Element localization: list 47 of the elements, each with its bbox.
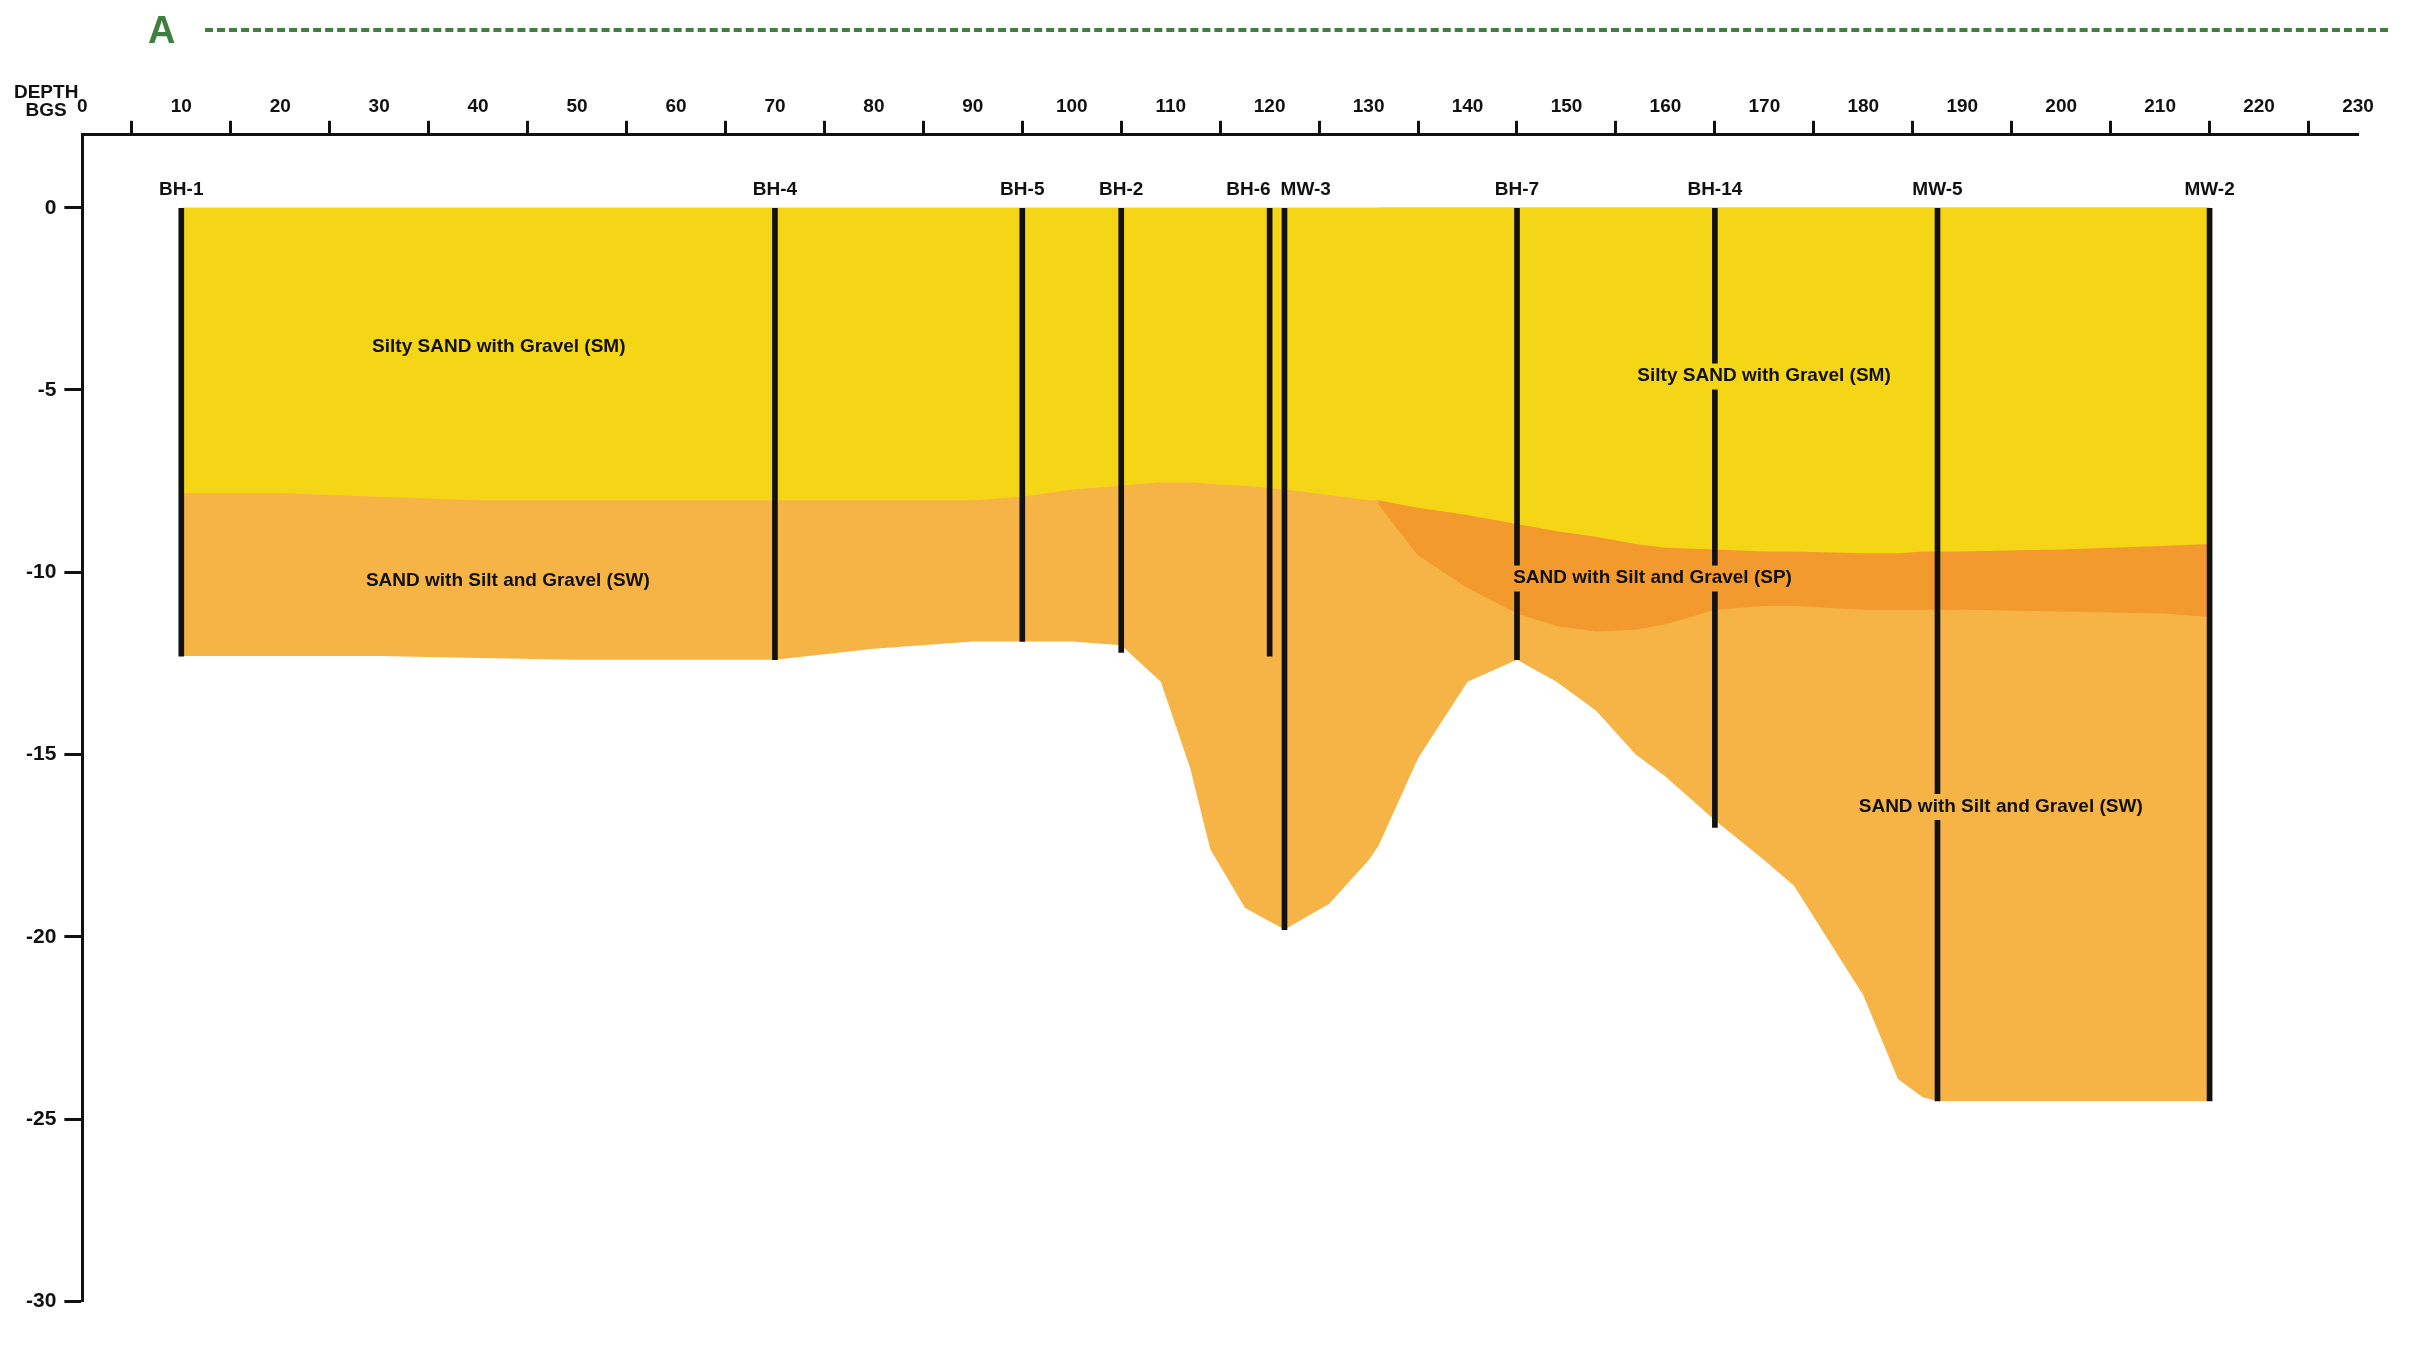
x-tick-label: 30 xyxy=(368,94,390,116)
annotation: SAND with Silt and Gravel (SP) xyxy=(1513,566,1792,588)
x-tick-label: 170 xyxy=(1748,94,1781,116)
x-tick-label: 210 xyxy=(2144,94,2176,116)
x-tick-label: 80 xyxy=(863,94,885,116)
x-tick-label: 20 xyxy=(269,94,291,116)
annotation: BH-4 xyxy=(752,178,798,200)
annotation: BH-6 xyxy=(1226,178,1271,200)
annotation: BH-1 xyxy=(159,178,204,200)
annotation: BH-14 xyxy=(1687,178,1743,200)
x-tick-label: 200 xyxy=(2045,94,2078,116)
annotation: BH-7 xyxy=(1494,178,1540,200)
x-tick-label: 50 xyxy=(566,94,588,116)
y-tick-label: 0 xyxy=(44,194,57,218)
x-tick-label: 40 xyxy=(467,94,489,116)
annotation: SAND with Silt and Gravel (SW) xyxy=(1858,794,2143,816)
y-tick-label: -25 xyxy=(25,1105,57,1129)
x-tick-label: 140 xyxy=(1451,94,1484,116)
x-tick-label: 100 xyxy=(1055,94,1088,116)
x-tick-label: 220 xyxy=(2243,94,2275,116)
annotation: BH-2 xyxy=(1099,178,1144,200)
x-tick-label: 60 xyxy=(665,94,687,116)
x-tick-label: 110 xyxy=(1155,94,1187,116)
x-tick-label: 180 xyxy=(1847,94,1880,116)
y-tick-label: -10 xyxy=(25,559,57,583)
x-tick-label: 0 xyxy=(77,94,88,116)
annotation: MW-5 xyxy=(1912,178,1964,200)
y-tick-label: -30 xyxy=(25,1288,57,1312)
annotation: SAND with Silt and Gravel (SW) xyxy=(365,568,650,590)
annotation: BH-5 xyxy=(1000,178,1045,200)
chart-title: A xyxy=(148,8,176,52)
x-tick-label: 70 xyxy=(764,94,786,116)
x-tick-label: 90 xyxy=(962,94,984,116)
x-tick-label: 150 xyxy=(1550,94,1583,116)
annotation: MW-3 xyxy=(1280,178,1331,200)
annotation: Silty SAND with Gravel (SM) xyxy=(372,335,626,357)
y-tick-label: -5 xyxy=(37,376,57,400)
annotation: Silty SAND with Gravel (SM) xyxy=(1637,364,1891,386)
x-tick-label: 130 xyxy=(1352,94,1385,116)
x-tick-label: 190 xyxy=(1946,94,1979,116)
annotation: MW-2 xyxy=(2184,178,2235,200)
x-tick-label: 160 xyxy=(1649,94,1682,116)
x-tick-label: 230 xyxy=(2342,94,2374,116)
y-tick-label: -15 xyxy=(25,741,57,765)
y-tick-label: -20 xyxy=(25,923,57,947)
x-tick-label: 120 xyxy=(1253,94,1286,116)
x-tick-label: 10 xyxy=(170,94,192,116)
